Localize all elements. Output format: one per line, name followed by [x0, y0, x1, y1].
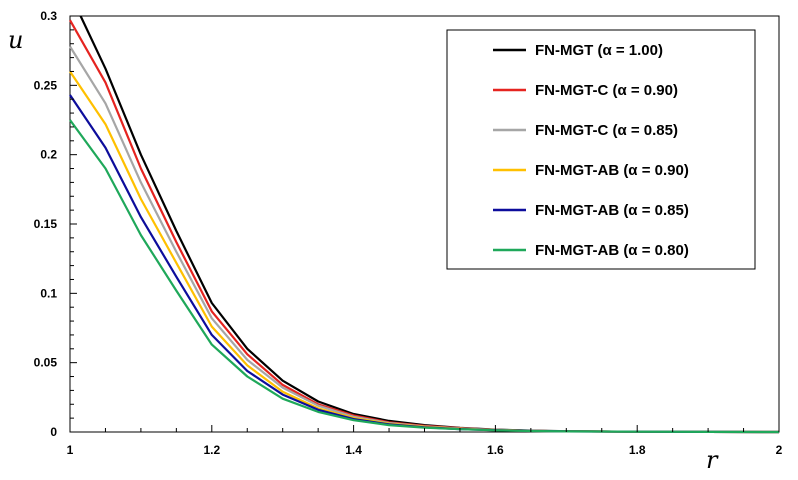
- legend: FN-MGT (α = 1.00) FN-MGT-C (α = 0.90) FN-M…: [446, 29, 756, 270]
- y-tick-label: 0.25: [34, 78, 58, 92]
- y-tick-label: 0.05: [34, 356, 58, 370]
- y-tick-label: 0.2: [40, 148, 57, 162]
- y-axis-label: u: [8, 26, 23, 54]
- legend-label-6: FN-MGT-AB (α = 0.80): [535, 242, 689, 259]
- y-tick-label: 0.15: [34, 217, 58, 231]
- legend-label-4: FN-MGT-AB (α = 0.90): [535, 162, 689, 179]
- legend-box: [446, 29, 756, 270]
- y-tick-label: 0.3: [40, 9, 57, 23]
- legend-label-5: FN-MGT-AB (α = 0.85): [535, 202, 689, 219]
- y-tick-label: 0.1: [40, 286, 57, 300]
- legend-label-3: FN-MGT-C (α = 0.85): [535, 122, 678, 139]
- x-tick-label: 2: [776, 443, 783, 457]
- x-tick-label: 1: [67, 443, 74, 457]
- legend-label-1: FN-MGT (α = 1.00): [535, 42, 663, 59]
- axis-layer: 1 1.2 1.4 1.6 1.8 2 0 0.05 0.1 0.15 0.2 0.25 0.3: [34, 9, 783, 457]
- x-tick-label: 1.8: [629, 443, 646, 457]
- x-tick-label: 1.6: [487, 443, 504, 457]
- legend-label-2: FN-MGT-C (α = 0.90): [535, 82, 678, 99]
- x-axis-label: r: [706, 446, 719, 474]
- x-tick-label: 1.2: [203, 443, 220, 457]
- series-line-6: [69, 119, 780, 434]
- x-tick-label: 1.4: [345, 443, 362, 457]
- y-tick-label: 0: [50, 425, 57, 439]
- series-layer: [69, 15, 780, 434]
